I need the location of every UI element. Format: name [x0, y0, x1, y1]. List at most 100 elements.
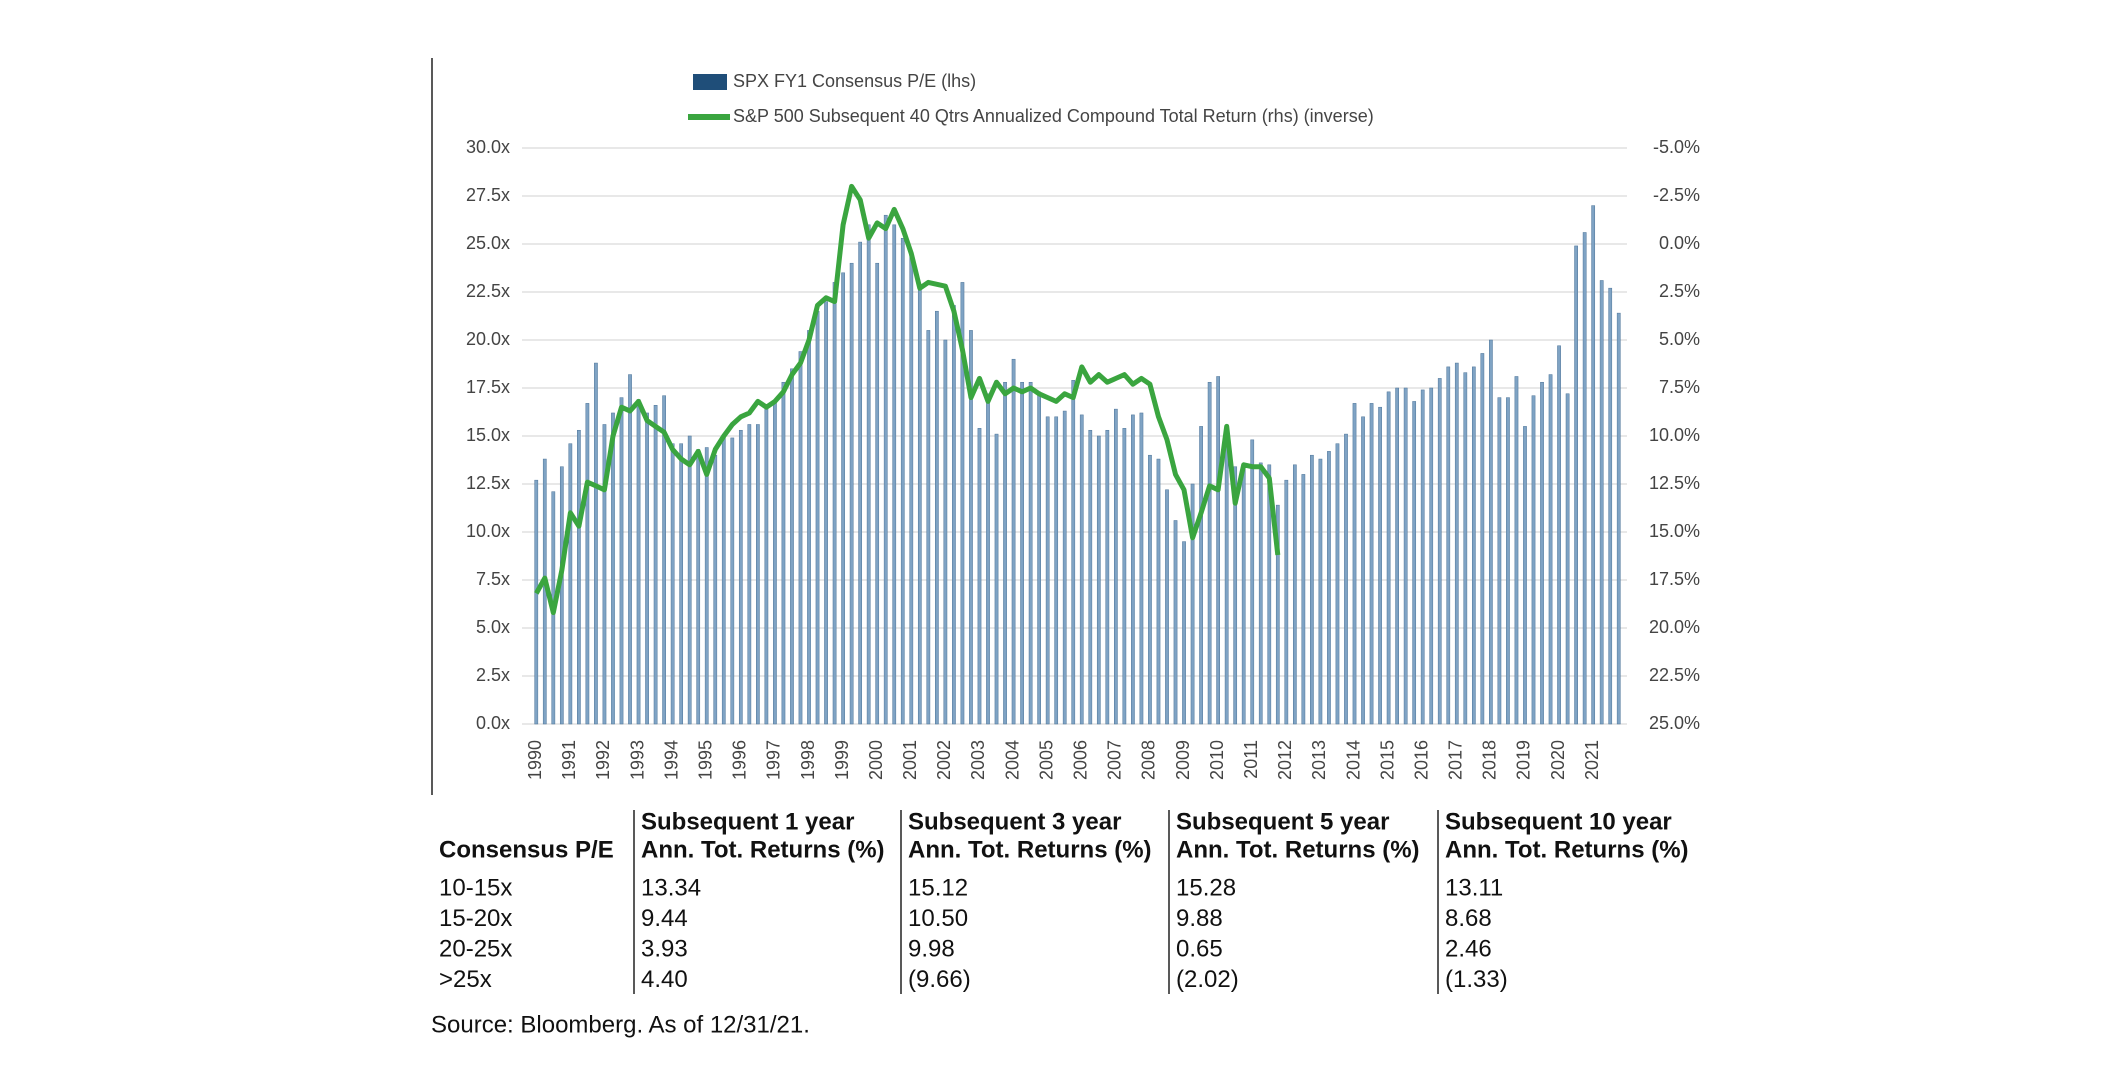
bar	[1003, 381, 1007, 725]
bar	[1275, 504, 1280, 725]
bar	[875, 262, 880, 725]
y-tick-label: 5.0x	[476, 617, 510, 637]
table-cell: 13.11	[1445, 874, 1503, 901]
x-tick-label: 1994	[661, 740, 681, 780]
bar	[1028, 381, 1033, 725]
bar	[1182, 541, 1186, 725]
bar	[1591, 205, 1596, 725]
x-tick-label: 1992	[593, 740, 613, 780]
x-tick-label: 2020	[1548, 740, 1568, 780]
bar	[1216, 376, 1220, 725]
x-tick-label: 2000	[866, 740, 886, 780]
bar	[662, 395, 666, 725]
bar	[883, 214, 888, 725]
bar	[611, 412, 615, 725]
y2-tick-label: 10.0%	[1649, 425, 1700, 445]
bar	[1616, 312, 1621, 725]
table-cell: 15-20x	[439, 905, 512, 932]
table-header: Ann. Tot. Returns (%)	[1176, 836, 1420, 863]
legend-label: SPX FY1 Consensus P/E (lhs)	[733, 71, 976, 91]
bar	[1582, 232, 1587, 725]
bar	[645, 412, 649, 725]
bar	[653, 405, 658, 725]
table-header: Subsequent 5 year	[1176, 808, 1389, 835]
bar	[1020, 381, 1024, 725]
table-cell: 3.93	[641, 935, 688, 962]
y-tick-label: 27.5x	[466, 185, 510, 205]
bar	[1420, 389, 1425, 725]
bar	[1301, 474, 1306, 725]
bar	[619, 397, 624, 725]
x-tick-label: 2002	[934, 740, 954, 780]
legend-swatch	[693, 74, 727, 90]
bar	[602, 424, 607, 725]
bar	[1463, 372, 1468, 725]
x-tick-label: 1996	[730, 740, 750, 780]
x-tick-label: 2013	[1309, 740, 1329, 780]
bar	[790, 368, 794, 725]
bar	[594, 362, 598, 725]
bar	[670, 443, 675, 725]
bar	[585, 403, 590, 725]
bar	[1258, 462, 1263, 725]
bar	[1139, 412, 1144, 725]
bar	[841, 272, 845, 725]
bar	[849, 262, 854, 725]
bar	[1540, 381, 1544, 725]
bar	[943, 339, 948, 725]
bar	[1497, 397, 1502, 725]
y-tick-label: 17.5x	[466, 377, 510, 397]
table-cell: >25x	[439, 966, 492, 993]
bar	[1207, 381, 1212, 725]
x-tick-label: 1993	[627, 740, 647, 780]
bar	[1429, 387, 1434, 725]
bar	[1523, 426, 1527, 725]
bar	[858, 241, 863, 725]
bar	[1054, 416, 1059, 725]
bar	[679, 443, 684, 725]
bar	[628, 374, 632, 725]
bar	[1565, 393, 1570, 725]
x-tick-label: 2003	[968, 740, 988, 780]
table-cell: (2.02)	[1176, 966, 1239, 993]
bar	[1327, 451, 1331, 725]
bar	[1574, 245, 1578, 725]
x-tick-label: 1999	[832, 740, 852, 780]
x-tick-label: 2001	[900, 740, 920, 780]
bar	[1454, 362, 1459, 725]
bar	[1608, 287, 1613, 725]
bar	[1403, 387, 1408, 725]
y-tick-label: 25.0x	[466, 233, 510, 253]
bar	[1037, 391, 1041, 725]
bar	[568, 443, 573, 725]
bar	[1114, 408, 1118, 725]
table-cell: 2.46	[1445, 935, 1492, 962]
bar	[756, 424, 760, 725]
bar	[1284, 479, 1289, 725]
y2-tick-label: 2.5%	[1659, 281, 1700, 301]
bar	[824, 301, 828, 725]
bar	[900, 237, 905, 725]
bar	[1267, 464, 1272, 725]
bar	[926, 330, 931, 725]
bar	[1471, 366, 1476, 725]
bar	[730, 437, 735, 725]
y-tick-label: 2.5x	[476, 665, 510, 685]
bar	[960, 282, 965, 725]
x-tick-label: 2005	[1036, 740, 1056, 780]
bar	[1361, 416, 1365, 725]
bar	[1292, 464, 1297, 725]
x-tick-label: 2004	[1002, 740, 1022, 780]
table-cell: 9.98	[908, 935, 955, 962]
y-tick-label: 0.0x	[476, 713, 510, 733]
bar	[747, 424, 752, 725]
bar	[1233, 466, 1238, 725]
x-tick-label: 2010	[1207, 740, 1227, 780]
x-tick-label: 1998	[798, 740, 818, 780]
bar	[909, 253, 914, 725]
bar	[1506, 397, 1510, 725]
bar	[1071, 380, 1076, 725]
bar	[1122, 428, 1127, 725]
bar	[994, 433, 999, 725]
y2-tick-label: 20.0%	[1649, 617, 1700, 637]
